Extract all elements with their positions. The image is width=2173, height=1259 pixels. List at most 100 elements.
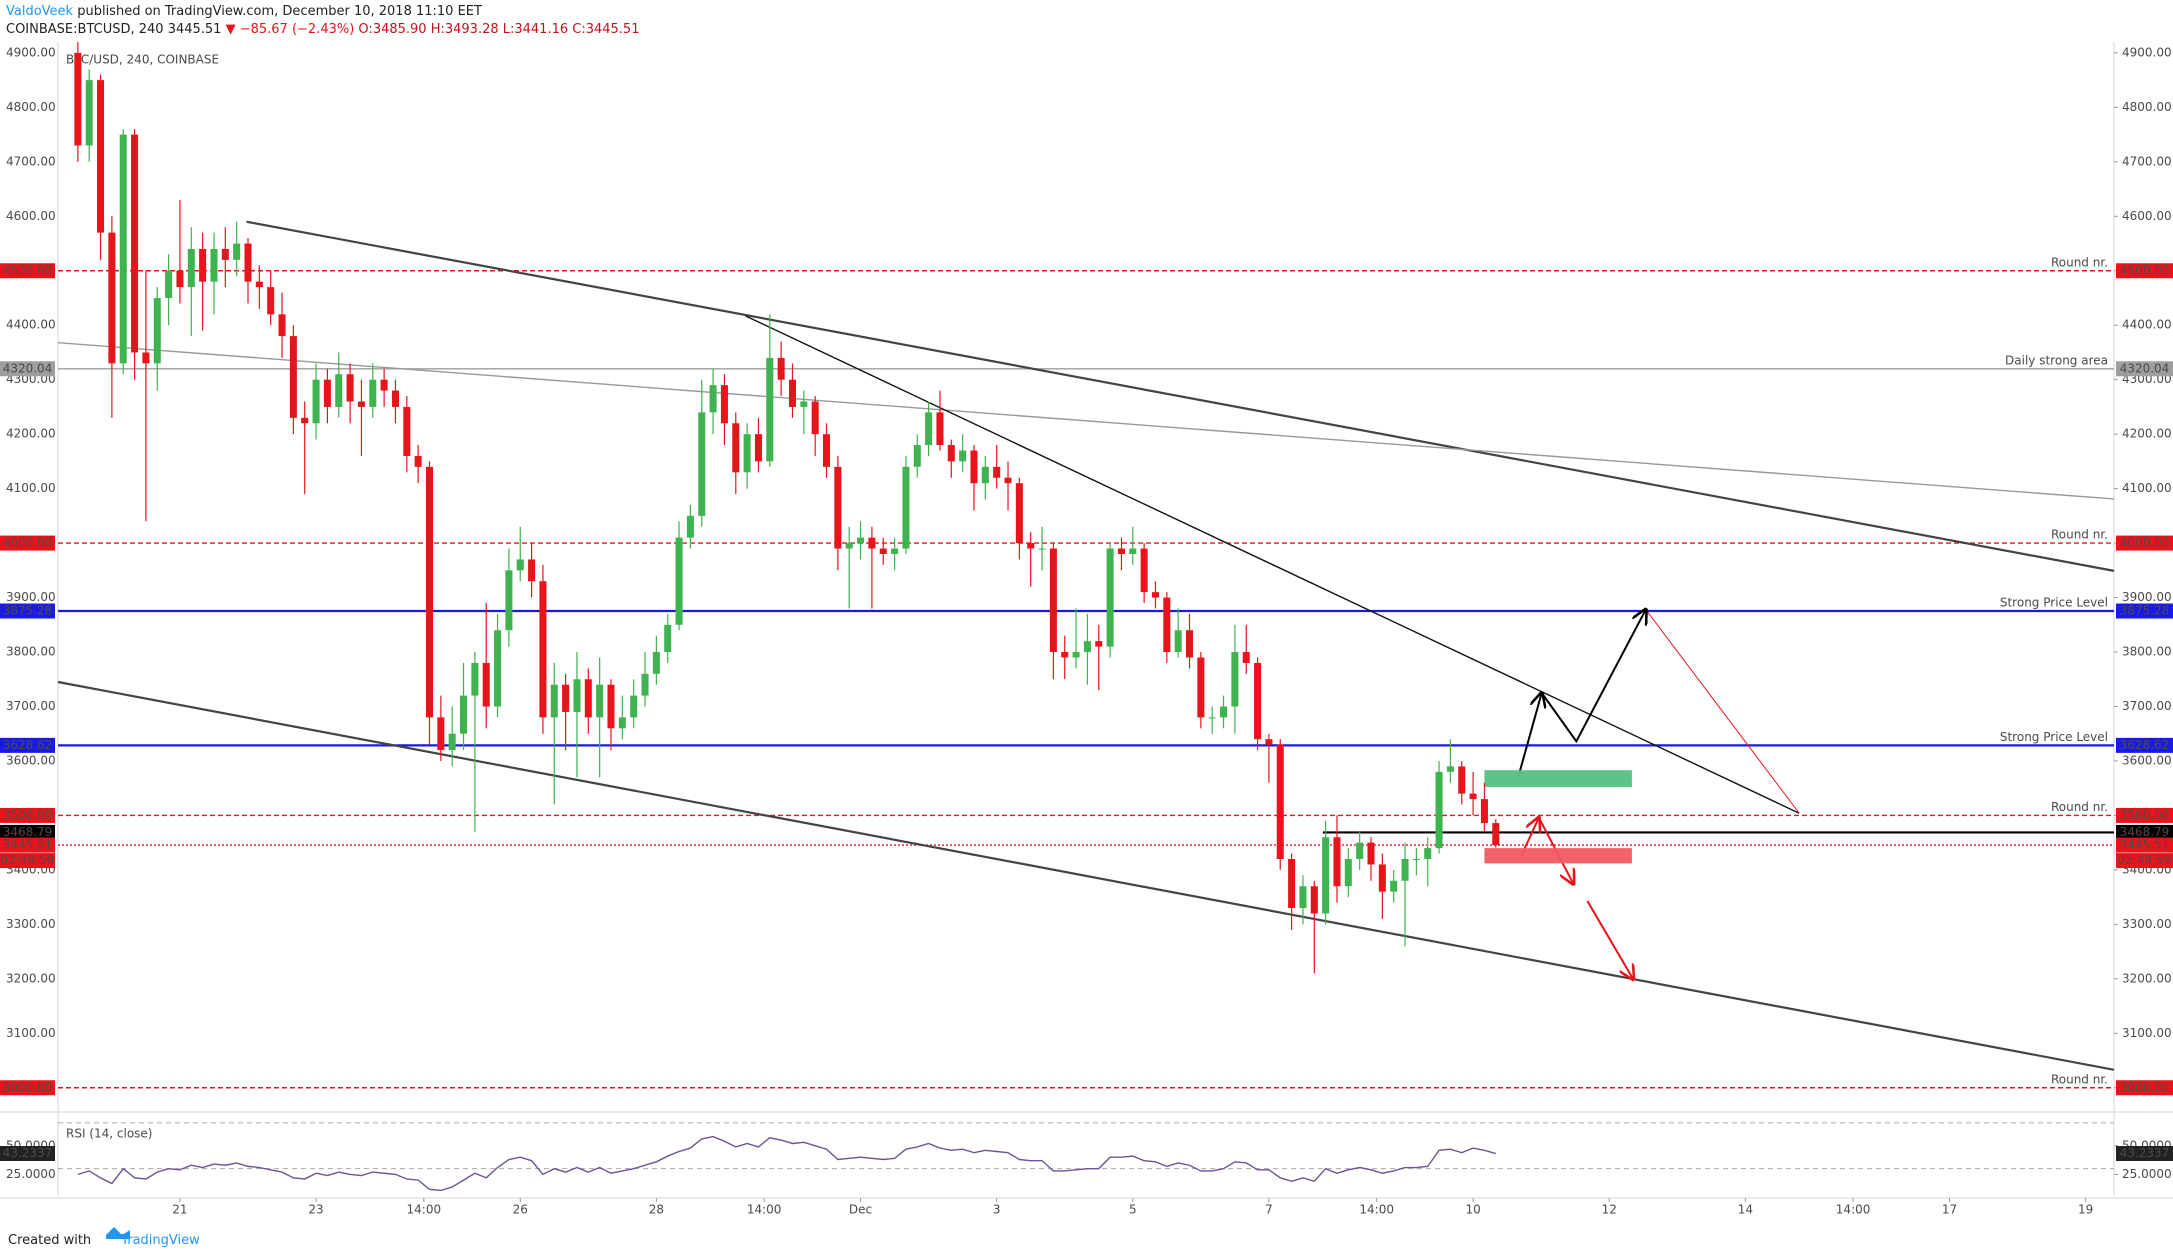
rsi-title: RSI (14, close)	[66, 1127, 152, 1141]
rsi-tick-label: 25.0000	[2122, 1167, 2172, 1181]
x-tick-label: 7	[1265, 1203, 1273, 1217]
drawing	[246, 220, 2115, 572]
candle-body	[221, 248, 229, 260]
y-tick-label: 3800.00	[6, 645, 56, 659]
candle-body	[596, 684, 604, 718]
candle-body	[346, 374, 354, 402]
candle-body	[1344, 858, 1352, 887]
candle-body	[539, 581, 547, 718]
candle-body	[720, 385, 728, 424]
y-tick-label: 4200.00	[6, 427, 56, 441]
level-label: 3000.00	[2120, 1080, 2170, 1094]
level-label: 4500.00	[3, 263, 53, 277]
drawing	[57, 341, 2115, 500]
y-tick-label: 4100.00	[6, 481, 56, 495]
y-tick-label: 3700.00	[6, 699, 56, 713]
footer: Created with TradingView	[8, 1233, 200, 1248]
drawing	[1517, 693, 1541, 777]
candle-body	[1333, 837, 1341, 887]
candle-body	[981, 466, 989, 484]
rsi-last-box	[0, 1146, 55, 1162]
candle-body	[425, 466, 434, 718]
candle-body	[1310, 886, 1318, 914]
x-tick-label: 19	[2078, 1203, 2093, 1217]
candle-body	[1004, 477, 1012, 484]
candle-body	[403, 406, 411, 456]
candle-body	[1254, 662, 1262, 740]
level-label: 4000.00	[2120, 536, 2170, 550]
candle-body	[1231, 652, 1239, 707]
level-note: Round nr.	[2051, 528, 2108, 542]
candle-body	[1242, 652, 1250, 663]
level-label: 4000.00	[3, 536, 53, 550]
candle-body	[857, 537, 865, 544]
candle-body	[414, 455, 422, 467]
candle-body	[1322, 837, 1330, 914]
candle-body	[1265, 739, 1273, 745]
candle-body	[505, 570, 513, 631]
candle-body	[437, 717, 445, 751]
candle-body	[335, 374, 343, 407]
level-label-box	[0, 603, 55, 619]
candle-body	[925, 412, 933, 446]
level-label-box	[2116, 535, 2173, 551]
candle-body	[630, 695, 638, 718]
countdown: 02:49:59	[2118, 853, 2172, 867]
candle-body	[494, 630, 502, 707]
candle-body	[686, 515, 694, 538]
candle-body	[448, 733, 456, 751]
drawing	[57, 680, 2115, 1071]
y-tick-label: 3300.00	[6, 917, 56, 931]
zone-box	[1484, 770, 1632, 788]
candle-body	[834, 466, 842, 549]
candle-body	[607, 684, 615, 729]
candle-body	[1208, 717, 1216, 719]
candle-body	[1163, 597, 1171, 653]
countdown: 02:49:59	[1, 853, 55, 867]
candle-body	[142, 352, 150, 364]
candle-body	[323, 379, 331, 407]
brand[interactable]: TradingView	[120, 1233, 200, 1248]
candle-body	[312, 379, 320, 424]
level-label-box	[2116, 837, 2173, 853]
candle-body	[369, 379, 377, 407]
candle-body	[993, 466, 1001, 478]
drawing	[1645, 609, 1800, 814]
candle-body	[1480, 799, 1488, 824]
candle-body	[1458, 766, 1466, 794]
candle-body	[301, 417, 309, 424]
candle-body	[153, 297, 161, 364]
candle-body	[119, 134, 127, 364]
level-label-box	[0, 263, 55, 279]
author[interactable]: ValdoVeek	[6, 4, 74, 19]
candle-body	[267, 287, 275, 315]
y-tick-label: 4800.00	[6, 100, 56, 114]
y-tick-label: 3600.00	[2122, 753, 2172, 767]
x-tick-label: 28	[649, 1203, 664, 1217]
candle-body	[1174, 630, 1182, 653]
y-tick-label: 3100.00	[6, 1026, 56, 1040]
y-tick-label: 4200.00	[2122, 427, 2172, 441]
level-label: 3500.00	[2120, 808, 2170, 822]
candle-body	[709, 385, 717, 413]
candle-body	[1401, 858, 1409, 881]
drawing	[1540, 610, 1646, 744]
candle-body	[1367, 842, 1375, 865]
candle-body	[278, 314, 286, 337]
y-tick-label: 4600.00	[6, 209, 56, 223]
chart-title: BTC/USD, 240, COINBASE	[66, 53, 219, 67]
candle-body	[1083, 641, 1091, 653]
level-label-box	[0, 1080, 55, 1096]
y-tick-label: 3900.00	[6, 590, 56, 604]
candle-body	[482, 662, 490, 707]
candle-body	[199, 248, 207, 282]
candle-body	[754, 434, 762, 462]
candle-body	[460, 695, 468, 734]
y-tick-label: 3100.00	[2122, 1026, 2172, 1040]
x-tick-label: 14:00	[407, 1203, 442, 1217]
candle-body	[698, 412, 706, 516]
level-label-box	[2116, 737, 2173, 753]
candle-body	[1049, 548, 1057, 653]
candle-body	[902, 466, 910, 549]
